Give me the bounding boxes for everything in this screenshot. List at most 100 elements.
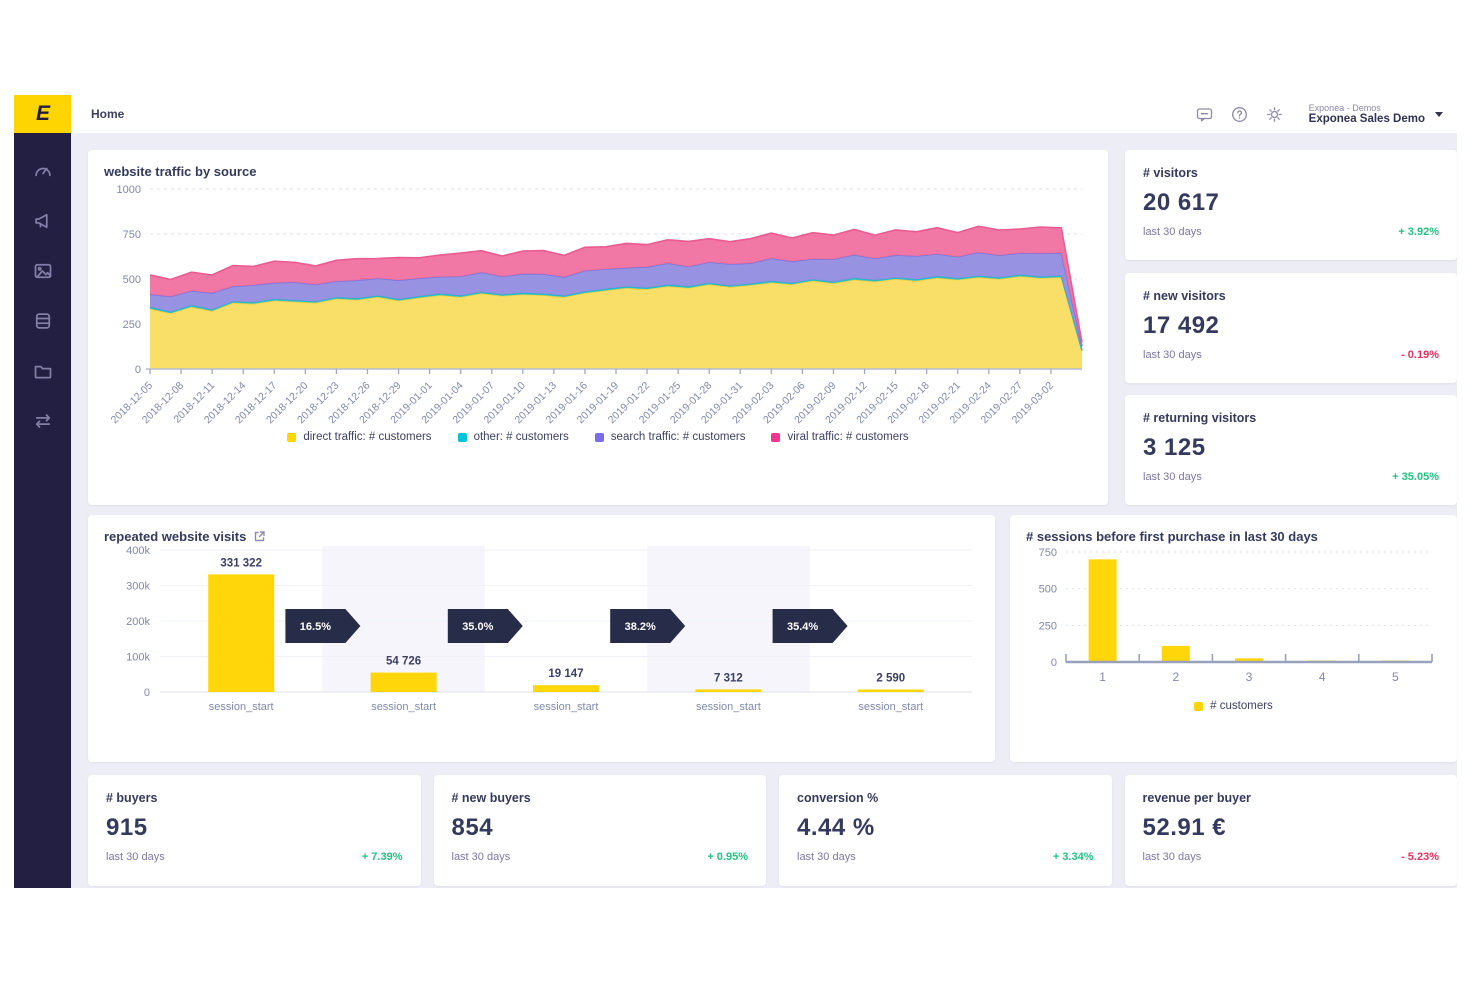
sidebar-item-assets[interactable] — [33, 361, 53, 381]
kpi-value: 4.44 % — [797, 814, 875, 841]
kpi-column: # visitors 20 617 last 30 days + 3.92% #… — [1125, 150, 1457, 505]
svg-text:54 726: 54 726 — [386, 656, 421, 668]
svg-text:35.0%: 35.0% — [462, 621, 493, 633]
svg-text:38.2%: 38.2% — [625, 621, 656, 633]
megaphone-icon — [33, 213, 53, 235]
project-switcher[interactable]: Exponea - Demos Exponea Sales Demo — [1309, 103, 1443, 125]
kpi-card-returning-visitors: # returning visitors 3 125 last 30 days … — [1125, 395, 1457, 505]
folder-icon — [33, 365, 53, 385]
kpi-value: 20 617 — [1143, 189, 1220, 216]
svg-text:session_start: session_start — [534, 701, 599, 713]
sessions-bar-chart[interactable]: 750 500 250 0 1 2 3 4 5 — [1026, 544, 1441, 694]
svg-text:session_start: session_start — [696, 701, 761, 713]
kpi-period: last 30 days — [106, 851, 165, 863]
kpi-title: revenue per buyer — [1142, 791, 1251, 805]
kpi-card-visitors: # visitors 20 617 last 30 days + 3.92% — [1125, 150, 1457, 260]
sidebar-item-integrations[interactable] — [33, 411, 53, 431]
account-org: Exponea - Demos — [1308, 103, 1381, 113]
svg-text:250: 250 — [123, 319, 141, 331]
svg-text:331 322: 331 322 — [220, 557, 262, 569]
kpi-period: last 30 days — [797, 851, 856, 863]
gauge-icon — [33, 167, 53, 185]
svg-text:session_start: session_start — [858, 701, 923, 713]
legend-swatch — [1194, 701, 1204, 711]
kpi-card-buyers: # buyers 915 last 30 days + 7.39% — [88, 775, 421, 886]
legend-swatch — [771, 432, 781, 442]
svg-text:35.4%: 35.4% — [787, 621, 818, 633]
kpi-delta-badge: + 3.34% — [1052, 851, 1094, 863]
svg-text:16.5%: 16.5% — [300, 621, 331, 633]
kpi-card-conversion: conversion % 4.44 % last 30 days + 3.34% — [779, 775, 1112, 886]
sessions-chart-title: # sessions before first purchase in last… — [1026, 529, 1318, 544]
svg-text:19 147: 19 147 — [548, 668, 583, 680]
database-icon — [33, 313, 53, 335]
svg-text:5: 5 — [1392, 670, 1399, 684]
breadcrumb-home[interactable]: Home — [91, 107, 125, 121]
kpi-delta-badge: + 35.05% — [1392, 471, 1439, 483]
sidebar-item-dashboard[interactable] — [33, 161, 53, 181]
kpi-title: conversion % — [797, 791, 879, 805]
kpi-delta-badge: - 0.19% — [1401, 348, 1439, 361]
svg-text:2: 2 — [1172, 670, 1179, 684]
app-window: E Home — [14, 95, 1457, 888]
svg-text:0: 0 — [135, 364, 141, 376]
kpi-period: last 30 days — [1142, 851, 1202, 863]
svg-text:0: 0 — [1051, 657, 1057, 669]
legend-label: search traffic: # customers — [610, 431, 746, 443]
kpi-title: # buyers — [106, 791, 158, 805]
legend-item: other: # customers — [457, 431, 569, 443]
legend-label: viral traffic: # customers — [787, 431, 909, 443]
svg-text:2 590: 2 590 — [876, 673, 905, 685]
kpi-delta-badge: - 5.23% — [1401, 851, 1439, 863]
kpi-value: 17 492 — [1143, 311, 1220, 339]
traffic-chart-title: website traffic by source — [104, 164, 257, 179]
svg-text:session_start: session_start — [209, 701, 274, 713]
traffic-by-source-card: website traffic by source 1000 750 500 250 0… — [88, 150, 1108, 505]
transfer-icon — [33, 414, 53, 435]
traffic-chart-legend: direct traffic: # customers other: # cust… — [104, 431, 1092, 443]
legend-item: viral traffic: # customers — [771, 431, 909, 443]
image-icon — [33, 263, 53, 285]
legend-label: direct traffic: # customers — [303, 431, 432, 443]
svg-text:0: 0 — [144, 687, 150, 699]
svg-text:500: 500 — [1039, 584, 1057, 596]
exponea-logo[interactable]: E — [14, 95, 71, 133]
top-bar: Home Exponea - Demos Exponea Sales Demo — [71, 95, 1457, 133]
legend-swatch — [594, 432, 604, 442]
kpi-card-new-visitors: # new visitors 17 492 last 30 days - 0.1… — [1125, 272, 1457, 383]
external-link-icon[interactable] — [253, 530, 266, 543]
kpi-title: # new buyers — [451, 791, 531, 805]
kpi-delta-badge: + 0.95% — [707, 851, 748, 863]
svg-text:400k: 400k — [126, 545, 150, 557]
kpi-delta-badge: + 7.39% — [361, 851, 403, 863]
legend-swatch — [287, 432, 297, 442]
svg-text:750: 750 — [1039, 547, 1057, 559]
legend-item: search traffic: # customers — [594, 431, 746, 443]
settings-icon[interactable] — [1266, 106, 1283, 123]
traffic-area-chart[interactable]: 1000 750 500 250 0 2018-12-05 2018-12-08 2018-1… — [104, 179, 1092, 429]
kpi-period: last 30 days — [451, 851, 511, 863]
kpi-card-new-buyers: # new buyers 854 last 30 days + 0.95% — [433, 775, 766, 886]
sidebar-item-analyses[interactable] — [33, 261, 53, 281]
svg-text:1000: 1000 — [117, 184, 141, 196]
help-icon[interactable] — [1231, 106, 1248, 123]
funnel-chart[interactable]: 400k 300k 200k 100k 0 331 322 session_start 54 … — [104, 544, 979, 732]
kpi-card-revenue-per-buyer: revenue per buyer 52.91 € last 30 days -… — [1124, 775, 1457, 886]
legend-label: other: # customers — [473, 431, 569, 443]
legend-swatch — [457, 432, 467, 442]
funnel-title: repeated website visits — [104, 529, 247, 544]
sidebar-item-campaigns[interactable] — [33, 211, 53, 231]
repeated-visits-card: repeated website visits 400k 300k 200k 100k… — [88, 515, 995, 762]
chat-icon[interactable] — [1196, 106, 1213, 123]
svg-text:7 312: 7 312 — [714, 672, 743, 684]
sessions-chart-legend: # customers — [1026, 700, 1441, 712]
sidebar-item-data[interactable] — [33, 311, 53, 331]
svg-text:500: 500 — [123, 274, 141, 286]
svg-text:200k: 200k — [126, 616, 150, 628]
svg-text:3: 3 — [1246, 670, 1253, 684]
kpi-period: last 30 days — [1143, 348, 1202, 361]
legend-item: direct traffic: # customers — [287, 431, 432, 443]
dashboard: website traffic by source 1000 750 500 250 0… — [71, 133, 1457, 886]
kpi-period: last 30 days — [1143, 471, 1202, 483]
account-project: Exponea Sales Demo — [1308, 113, 1425, 125]
